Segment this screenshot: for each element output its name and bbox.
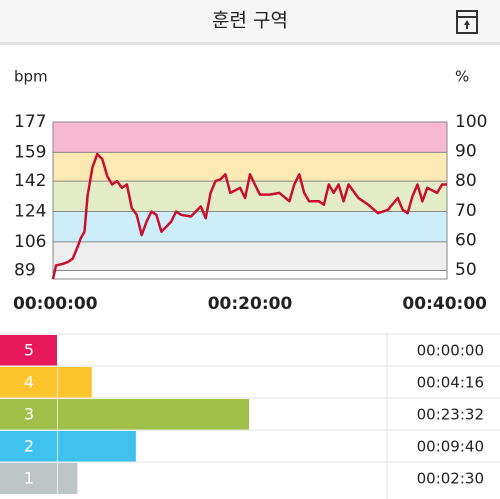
y2-tick-label: 90 xyxy=(455,142,477,162)
header-title: 훈련 구역 xyxy=(212,10,288,32)
zone-bar xyxy=(0,463,78,494)
zone-time: 00:23:32 xyxy=(417,406,484,424)
y-tick-label: 106 xyxy=(14,232,46,252)
x-tick-label: 00:40:00 xyxy=(402,294,487,314)
y-tick-label: 124 xyxy=(14,201,46,221)
y2-tick-label: 60 xyxy=(455,230,477,250)
zone-time: 00:02:30 xyxy=(417,470,484,488)
zone-band xyxy=(53,211,447,242)
zone-bar xyxy=(0,431,136,462)
y2-tick-label: 80 xyxy=(455,171,477,191)
y-tick-label: 159 xyxy=(14,142,46,162)
zone-bar xyxy=(0,367,92,398)
zone-number: 2 xyxy=(24,437,34,456)
zone-number: 3 xyxy=(24,405,34,424)
zone-number: 5 xyxy=(24,341,34,360)
y-tick-label: 142 xyxy=(14,171,46,191)
zone-number: 1 xyxy=(24,469,34,488)
header-bar xyxy=(0,0,500,42)
y-tick-label: 89 xyxy=(14,261,36,281)
hr-line xyxy=(51,152,447,280)
x-tick-label: 00:00:00 xyxy=(13,294,98,314)
icon-frame xyxy=(456,10,478,34)
zone-band xyxy=(53,181,447,212)
zone-band xyxy=(53,241,447,271)
y2-tick-label: 50 xyxy=(455,260,477,280)
x-tick-label: 00:20:00 xyxy=(208,294,293,314)
y2-axis-label: % xyxy=(455,68,469,86)
y-axis-label: bpm xyxy=(14,68,48,86)
zone-bar xyxy=(0,335,57,366)
zone-icon[interactable] xyxy=(456,10,478,34)
zone-time: 00:00:00 xyxy=(417,342,484,360)
zone-time: 00:09:40 xyxy=(417,438,484,456)
y2-tick-label: 70 xyxy=(455,201,477,221)
zone-time: 00:04:16 xyxy=(417,374,484,392)
y2-tick-label: 100 xyxy=(455,112,487,132)
zone-bar xyxy=(0,399,250,430)
y-tick-label: 177 xyxy=(14,112,46,132)
icon-arrow xyxy=(464,20,470,29)
zone-band xyxy=(53,122,447,153)
header-shadow xyxy=(0,42,500,45)
zone-number: 4 xyxy=(24,373,34,392)
